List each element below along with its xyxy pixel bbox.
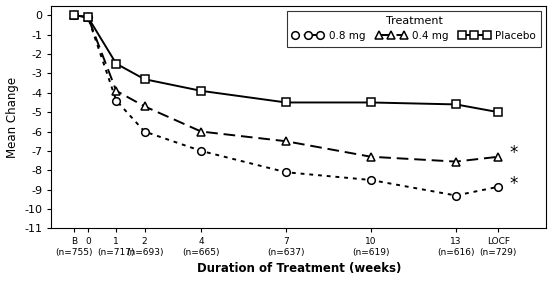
Line: 0.4 mg: 0.4 mg <box>70 12 502 166</box>
0.8 mg <box>84 15 91 19</box>
0.4 mg <box>453 160 459 163</box>
Placebo <box>141 78 148 81</box>
0.4 mg <box>141 105 148 108</box>
Placebo <box>198 89 204 92</box>
0.8 mg <box>453 194 459 197</box>
Placebo <box>113 62 120 65</box>
0.4 mg <box>283 140 289 143</box>
Legend: 0.8 mg, 0.4 mg, Placebo: 0.8 mg, 0.4 mg, Placebo <box>287 11 542 47</box>
0.8 mg <box>71 13 77 17</box>
Placebo <box>84 15 91 19</box>
Placebo <box>368 101 374 104</box>
0.4 mg <box>198 130 204 133</box>
Placebo <box>495 110 502 114</box>
Placebo <box>453 103 459 106</box>
0.4 mg <box>368 155 374 158</box>
0.8 mg <box>113 99 120 102</box>
0.8 mg <box>141 130 148 133</box>
Text: *: * <box>509 144 518 162</box>
Placebo <box>283 101 289 104</box>
0.8 mg <box>283 171 289 174</box>
X-axis label: Duration of Treatment (weeks): Duration of Treatment (weeks) <box>197 262 401 275</box>
0.4 mg <box>113 89 120 92</box>
0.4 mg <box>71 13 77 17</box>
0.8 mg <box>368 178 374 182</box>
Placebo <box>71 13 77 17</box>
Line: Placebo: Placebo <box>70 12 502 116</box>
Line: 0.8 mg: 0.8 mg <box>70 12 502 199</box>
0.8 mg <box>495 185 502 189</box>
0.4 mg <box>84 15 91 19</box>
Y-axis label: Mean Change: Mean Change <box>6 76 19 158</box>
0.4 mg <box>495 155 502 158</box>
0.8 mg <box>198 149 204 153</box>
Text: *: * <box>509 175 518 193</box>
